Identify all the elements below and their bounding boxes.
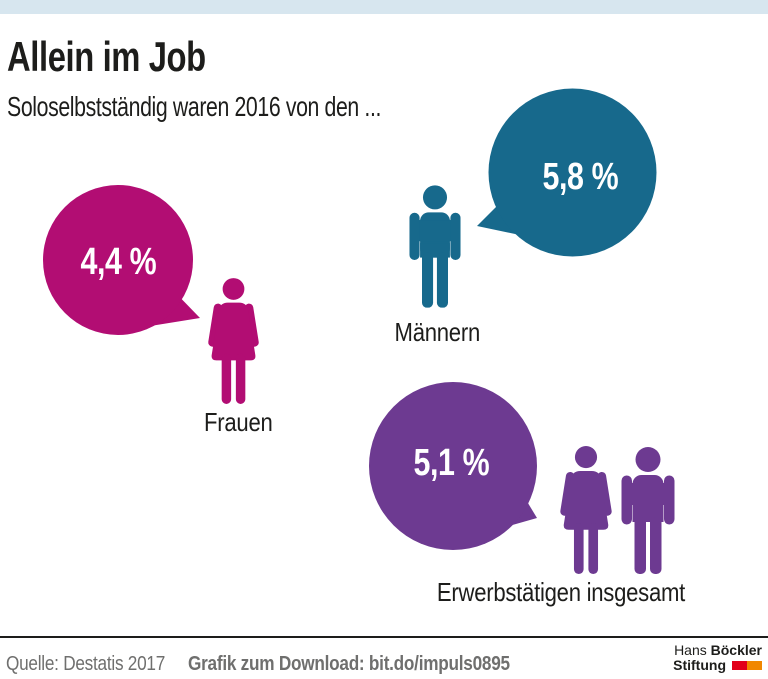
download-link-text: Grafik zum Download: bit.do/impuls0895 <box>188 653 510 675</box>
man-icon <box>409 185 461 308</box>
page-subtitle: Soloselbstständig waren 2016 von den ... <box>7 91 499 122</box>
logo-boeckler: Böckler <box>710 642 762 658</box>
footer-divider <box>0 636 768 638</box>
logo-line1: Hans Böckler <box>673 643 762 658</box>
value-maennern: 5,8 % <box>542 156 618 198</box>
label-erwerbstaetige: Erwerbstätigen insgesamt <box>436 577 685 607</box>
value-erwerbstaetige: 5,1 % <box>413 442 489 484</box>
label-frauen: Frauen <box>203 407 273 437</box>
logo-red-square <box>732 661 747 670</box>
woman-icon <box>208 278 259 404</box>
logo-line2: Stiftung <box>673 658 762 673</box>
logo-hans: Hans <box>674 642 707 658</box>
top-accent-bar <box>0 0 768 14</box>
logo-orange-square <box>747 661 762 670</box>
hans-boeckler-stiftung-logo: Hans Böckler Stiftung <box>673 643 762 673</box>
label-maennern: Männern <box>394 317 480 347</box>
logo-stiftung: Stiftung <box>673 657 726 673</box>
woman-icon <box>560 446 612 574</box>
man-icon <box>621 447 675 574</box>
page-subtitle-text: Soloselbstständig waren 2016 von den ... <box>7 91 382 122</box>
page-title: Allein im Job <box>7 34 262 80</box>
page-title-text: Allein im Job <box>7 33 206 80</box>
source-text: Quelle: Destatis 2017 <box>6 653 166 675</box>
value-frauen: 4,4 % <box>80 241 156 283</box>
